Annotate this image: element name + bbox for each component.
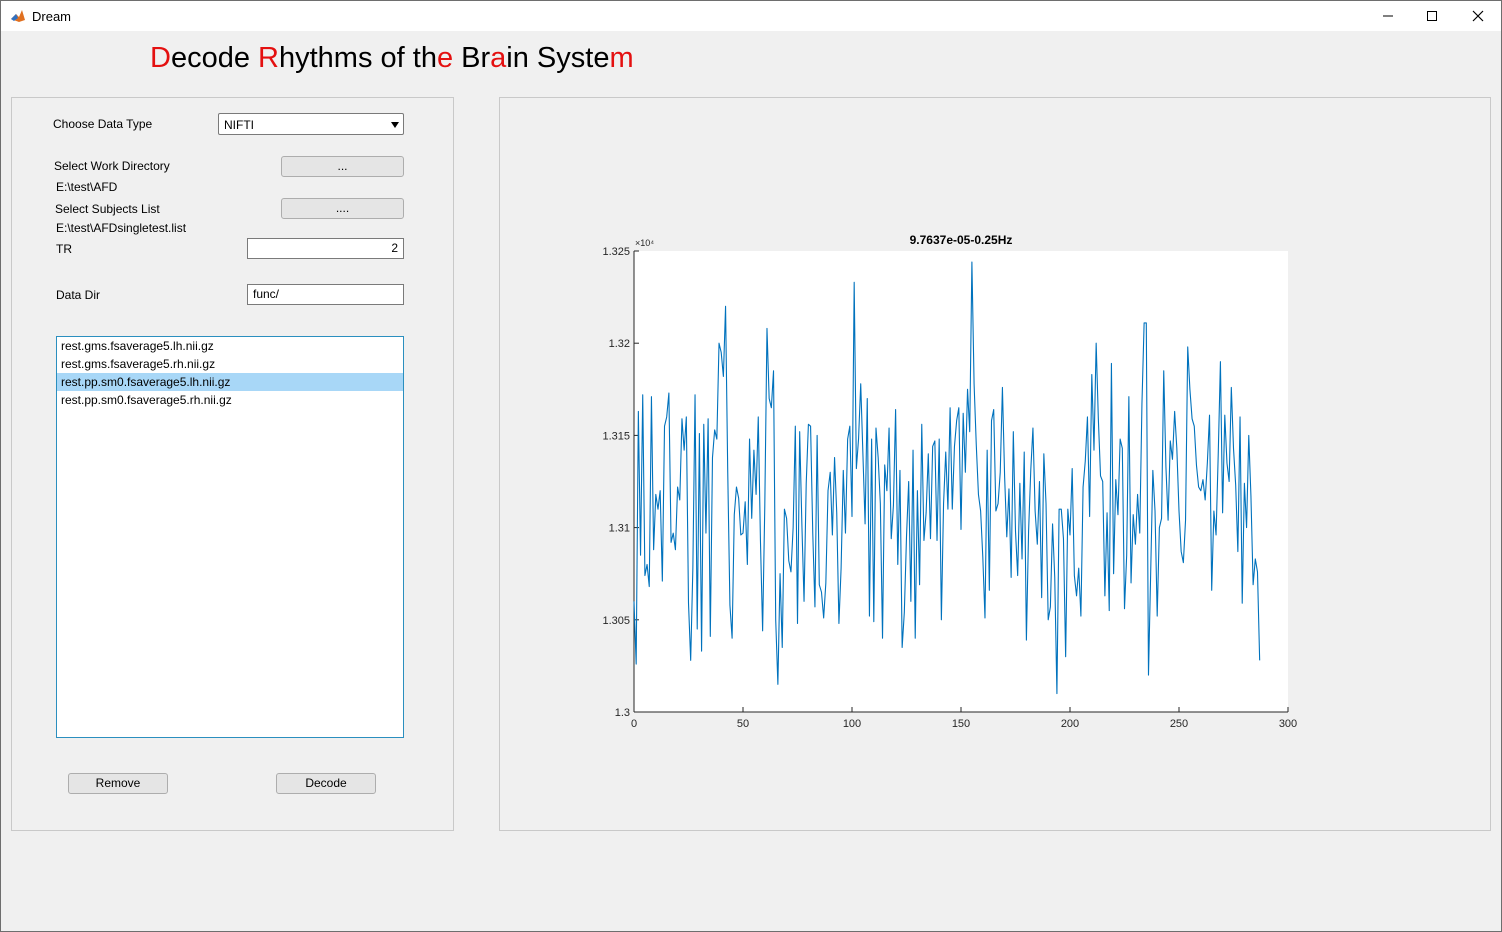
x-tick-label: 100 — [843, 718, 861, 730]
tr-input[interactable]: 2 — [247, 238, 404, 259]
heading-part: e — [436, 42, 454, 74]
heading-part: in Syste — [506, 42, 610, 74]
work-directory-label: Select Work Directory — [54, 159, 170, 173]
y-tick-label: 1.315 — [602, 430, 630, 442]
file-list-item[interactable]: rest.gms.fsaverage5.rh.nii.gz — [61, 357, 216, 371]
y-tick-label: 1.3 — [615, 707, 630, 719]
close-button[interactable] — [1455, 1, 1501, 31]
dropdown-arrow-icon — [391, 122, 399, 128]
data-type-dropdown[interactable]: NIFTI — [218, 113, 404, 135]
remove-button[interactable]: Remove — [68, 773, 168, 794]
file-list-item[interactable]: rest.pp.sm0.fsaverage5.rh.nii.gz — [61, 393, 232, 407]
signal-series-line — [633, 261, 1261, 695]
heading-part: a — [490, 42, 507, 74]
x-tick-label: 50 — [737, 718, 749, 730]
select-subjects-list-button[interactable]: .... — [281, 198, 404, 219]
x-tick-label: 300 — [1279, 718, 1297, 730]
x-tick-label: 200 — [1061, 718, 1079, 730]
choose-data-type-label: Choose Data Type — [53, 117, 153, 131]
window-title: Dream — [32, 9, 72, 24]
maximize-button[interactable] — [1409, 1, 1455, 31]
work-directory-path: E:\test\AFD — [56, 180, 118, 194]
subjects-list-path: E:\test\AFDsingletest.list — [56, 221, 187, 235]
y-tick-label: 1.325 — [602, 246, 630, 258]
data-dir-input[interactable]: func/ — [247, 284, 404, 305]
subjects-list-label: Select Subjects List — [55, 202, 160, 216]
heading-part: D — [150, 42, 171, 74]
plot-area — [634, 251, 1288, 712]
decode-button[interactable]: Decode — [276, 773, 376, 794]
x-tick-label: 150 — [952, 718, 970, 730]
x-tick-label: 0 — [631, 718, 637, 730]
select-work-directory-button[interactable]: ... — [281, 156, 404, 177]
data-type-value: NIFTI — [224, 118, 254, 132]
tr-label: TR — [56, 242, 72, 256]
y-tick-label: 1.305 — [602, 615, 630, 627]
minimize-icon — [1383, 15, 1393, 17]
file-list-item[interactable]: rest.pp.sm0.fsaverage5.lh.nii.gz — [57, 373, 403, 391]
title-bar: Dream — [1, 1, 1501, 31]
file-list-item[interactable]: rest.gms.fsaverage5.lh.nii.gz — [61, 339, 214, 353]
heading-part: m — [609, 42, 634, 74]
app-heading: Decode Rhythms of the Brain System — [150, 42, 634, 75]
x-tick-label: 250 — [1170, 718, 1188, 730]
data-dir-label: Data Dir — [56, 288, 101, 302]
heading-part: Br — [453, 42, 491, 74]
chart-title: 9.7637e-05-0.25Hz — [910, 233, 1013, 247]
file-listbox[interactable]: rest.gms.fsaverage5.lh.nii.gz rest.gms.fs… — [56, 336, 404, 738]
matlab-logo-icon — [10, 8, 26, 24]
close-icon — [1472, 10, 1484, 22]
minimize-button[interactable] — [1365, 1, 1411, 31]
y-tick-label: 1.31 — [609, 523, 630, 535]
heading-part: ecode — [170, 42, 259, 74]
y-exponent-label: ×10⁴ — [635, 238, 654, 248]
heading-part: hythms of th — [278, 42, 437, 74]
maximize-icon — [1427, 11, 1437, 21]
y-tick-label: 1.32 — [609, 338, 630, 350]
heading-part: R — [258, 42, 279, 74]
